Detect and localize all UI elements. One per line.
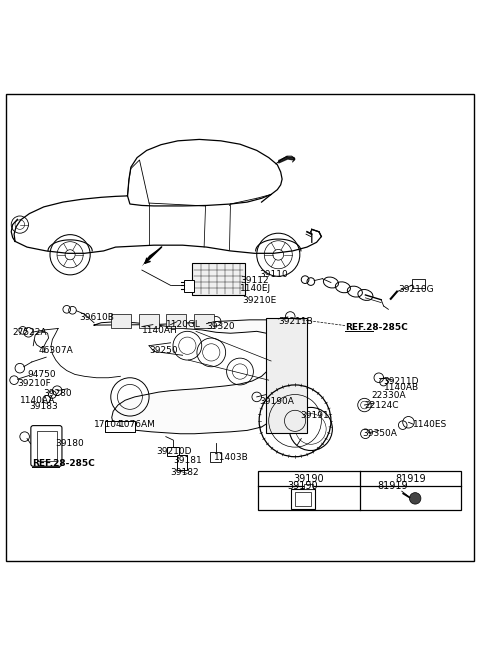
Text: 1140AB: 1140AB [384,383,419,392]
Text: 11403B: 11403B [214,453,249,462]
FancyBboxPatch shape [167,447,179,456]
Text: 39250: 39250 [149,346,178,355]
Polygon shape [142,245,163,266]
FancyBboxPatch shape [412,278,425,288]
FancyBboxPatch shape [266,318,307,433]
Text: 39183: 39183 [29,402,58,411]
FancyBboxPatch shape [31,426,62,466]
Text: 81919: 81919 [378,481,408,491]
Text: REF.28-285C: REF.28-285C [32,459,95,468]
FancyBboxPatch shape [166,314,186,328]
Text: 39211D: 39211D [384,377,419,386]
Text: 27522A: 27522A [12,328,47,337]
FancyBboxPatch shape [177,455,187,470]
Text: 1140AH: 1140AH [142,326,178,335]
Text: REF.28-285C: REF.28-285C [345,323,408,332]
FancyBboxPatch shape [184,280,193,291]
Text: 1140EJ: 1140EJ [240,284,271,293]
Text: 39320: 39320 [206,322,235,331]
Text: 39180: 39180 [56,439,84,448]
Text: 1120GL: 1120GL [166,320,201,329]
Text: 39181: 39181 [173,456,202,465]
Text: 39191: 39191 [300,411,329,420]
Text: 39211B: 39211B [278,317,313,326]
Text: 1076AM: 1076AM [120,420,156,428]
Text: 39190A: 39190A [259,397,294,405]
Text: 81919: 81919 [395,474,426,484]
FancyBboxPatch shape [111,314,131,328]
Text: 39190: 39190 [287,481,318,491]
Text: 39280: 39280 [44,389,72,398]
Text: 39350A: 39350A [362,429,397,438]
Text: 94750: 94750 [27,370,56,379]
Text: 39190: 39190 [294,474,324,484]
FancyBboxPatch shape [210,452,221,462]
Text: 1140ES: 1140ES [413,420,447,428]
Polygon shape [94,320,301,434]
Text: 39110: 39110 [259,271,288,279]
FancyBboxPatch shape [295,492,312,506]
Text: 39112: 39112 [240,276,269,285]
Text: 39210E: 39210E [242,296,276,305]
FancyBboxPatch shape [291,489,315,509]
Text: 22330A: 22330A [372,391,406,400]
Circle shape [409,493,421,504]
Text: 17104: 17104 [94,420,123,428]
Text: 39182: 39182 [170,468,199,477]
Text: 39210G: 39210G [398,285,433,293]
FancyBboxPatch shape [105,421,135,432]
Text: 39210F: 39210F [17,379,51,388]
Text: 46307A: 46307A [39,346,74,355]
Text: 39610B: 39610B [80,314,115,322]
Text: 22124C: 22124C [364,401,399,409]
FancyBboxPatch shape [258,471,461,510]
Text: 1140AA: 1140AA [20,396,55,405]
FancyBboxPatch shape [194,314,214,328]
FancyBboxPatch shape [36,431,57,460]
FancyBboxPatch shape [192,263,245,295]
Text: 39210D: 39210D [156,447,192,457]
FancyBboxPatch shape [304,484,313,489]
FancyBboxPatch shape [139,314,158,328]
